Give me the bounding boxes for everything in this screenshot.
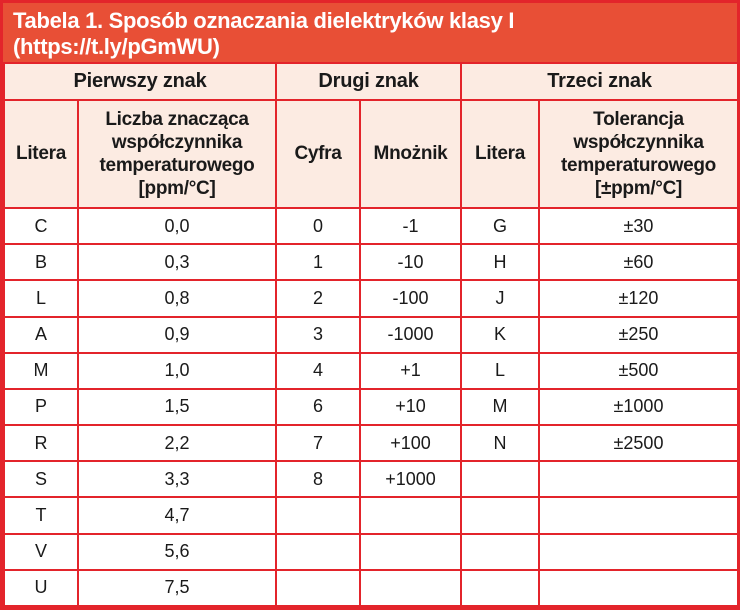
table-cell: 4 — [275, 351, 361, 390]
table-cell: 0 — [275, 206, 361, 246]
table-row: L 0,8 2 -100 J ±120 — [3, 279, 737, 318]
table-cell: ±250 — [538, 315, 737, 354]
table-cell: 0,8 — [77, 279, 277, 318]
column-header-row: Litera Liczba znacząca współczynnika tem… — [3, 99, 737, 209]
table-cell: ±1000 — [538, 387, 737, 427]
table-cell: L — [460, 351, 540, 390]
table-row: R 2,2 7 +100 N ±2500 — [3, 424, 737, 463]
group-header-drugi-znak: Drugi znak — [275, 62, 462, 101]
table-cell: +100 — [359, 424, 462, 463]
table-cell: 7 — [275, 424, 361, 463]
table-cell — [538, 460, 737, 499]
table-title-line1: Tabela 1. Sposób oznaczania dielektryków… — [13, 8, 515, 33]
table-cell: K — [460, 315, 540, 354]
table-cell — [460, 460, 540, 499]
table-row: A 0,9 3 -1000 K ±250 — [3, 315, 737, 354]
table-cell — [460, 568, 540, 607]
table-row: U 7,5 — [3, 568, 737, 607]
table-cell: -1000 — [359, 315, 462, 354]
table-cell: L — [3, 279, 79, 318]
table-cell: ±60 — [538, 243, 737, 282]
table-cell: B — [3, 243, 79, 282]
table-cell: 0,0 — [77, 206, 277, 246]
table-cell: H — [460, 243, 540, 282]
table-cell — [538, 496, 737, 535]
table-cell: 8 — [275, 460, 361, 499]
column-header-tolerancja: Tolerancja współczynnika temperaturowego… — [538, 99, 737, 209]
table-body: C 0,0 0 -1 G ±30 B 0,3 1 -10 H ±60 L 0,8 2 -100 J ±120 A 0,… — [3, 206, 737, 607]
group-header-trzeci-znak: Trzeci znak — [460, 62, 737, 101]
table-cell: 0,3 — [77, 243, 277, 282]
table-cell: A — [3, 315, 79, 354]
table-cell: U — [3, 568, 79, 607]
table-row: P 1,5 6 +10 M ±1000 — [3, 387, 737, 427]
table-cell — [538, 568, 737, 607]
table-cell: S — [3, 460, 79, 499]
group-header-pierwszy-znak: Pierwszy znak — [3, 62, 277, 101]
table-cell — [359, 568, 462, 607]
table-cell: ±2500 — [538, 424, 737, 463]
table-cell: +10 — [359, 387, 462, 427]
table-cell: M — [460, 387, 540, 427]
table-row: C 0,0 0 -1 G ±30 — [3, 206, 737, 246]
table-cell: C — [3, 206, 79, 246]
table-cell: -1 — [359, 206, 462, 246]
table-cell — [275, 568, 361, 607]
table-cell: 6 — [275, 387, 361, 427]
table-cell: ±120 — [538, 279, 737, 318]
table-row: B 0,3 1 -10 H ±60 — [3, 243, 737, 282]
table-row: T 4,7 — [3, 496, 737, 535]
column-header-cyfra: Cyfra — [275, 99, 361, 209]
table-cell: -100 — [359, 279, 462, 318]
table-row: S 3,3 8 +1000 — [3, 460, 737, 499]
table-cell — [460, 496, 540, 535]
table-cell — [359, 532, 462, 571]
column-header-liczba-znaczaca: Liczba znacząca współczynnika temperatur… — [77, 99, 277, 209]
table-cell: 1 — [275, 243, 361, 282]
table-cell: 3,3 — [77, 460, 277, 499]
table-cell: M — [3, 351, 79, 390]
table-cell — [275, 532, 361, 571]
table-cell — [275, 496, 361, 535]
table-cell: ±30 — [538, 206, 737, 246]
table-cell: N — [460, 424, 540, 463]
table-row: M 1,0 4 +1 L ±500 — [3, 351, 737, 390]
table-cell — [359, 496, 462, 535]
table-cell: +1 — [359, 351, 462, 390]
table-cell: 5,6 — [77, 532, 277, 571]
column-header-mnoznik: Mnożnik — [359, 99, 462, 209]
table-cell — [460, 532, 540, 571]
table-cell: G — [460, 206, 540, 246]
column-header-litera-2: Litera — [460, 99, 540, 209]
table-cell: J — [460, 279, 540, 318]
table-cell: -10 — [359, 243, 462, 282]
table-title: Tabela 1. Sposób oznaczania dielektryków… — [3, 3, 737, 62]
table-cell: 2 — [275, 279, 361, 318]
table-cell: +1000 — [359, 460, 462, 499]
table-cell: 2,2 — [77, 424, 277, 463]
column-header-litera-1: Litera — [3, 99, 79, 209]
table-cell: 1,0 — [77, 351, 277, 390]
group-header-row: Pierwszy znak Drugi znak Trzeci znak — [3, 62, 737, 101]
table-row: V 5,6 — [3, 532, 737, 571]
table-cell: T — [3, 496, 79, 535]
table-cell: 4,7 — [77, 496, 277, 535]
table-cell: 7,5 — [77, 568, 277, 607]
dielectric-marking-table: Pierwszy znak Drugi znak Trzeci znak Lit… — [3, 62, 737, 607]
table-cell: 3 — [275, 315, 361, 354]
table-cell: P — [3, 387, 79, 427]
table-cell — [538, 532, 737, 571]
table-cell: R — [3, 424, 79, 463]
table-cell: V — [3, 532, 79, 571]
table-cell: ±500 — [538, 351, 737, 390]
table-cell: 1,5 — [77, 387, 277, 427]
table-cell: 0,9 — [77, 315, 277, 354]
table-title-url: (https://t.ly/pGmWU) — [13, 33, 220, 59]
